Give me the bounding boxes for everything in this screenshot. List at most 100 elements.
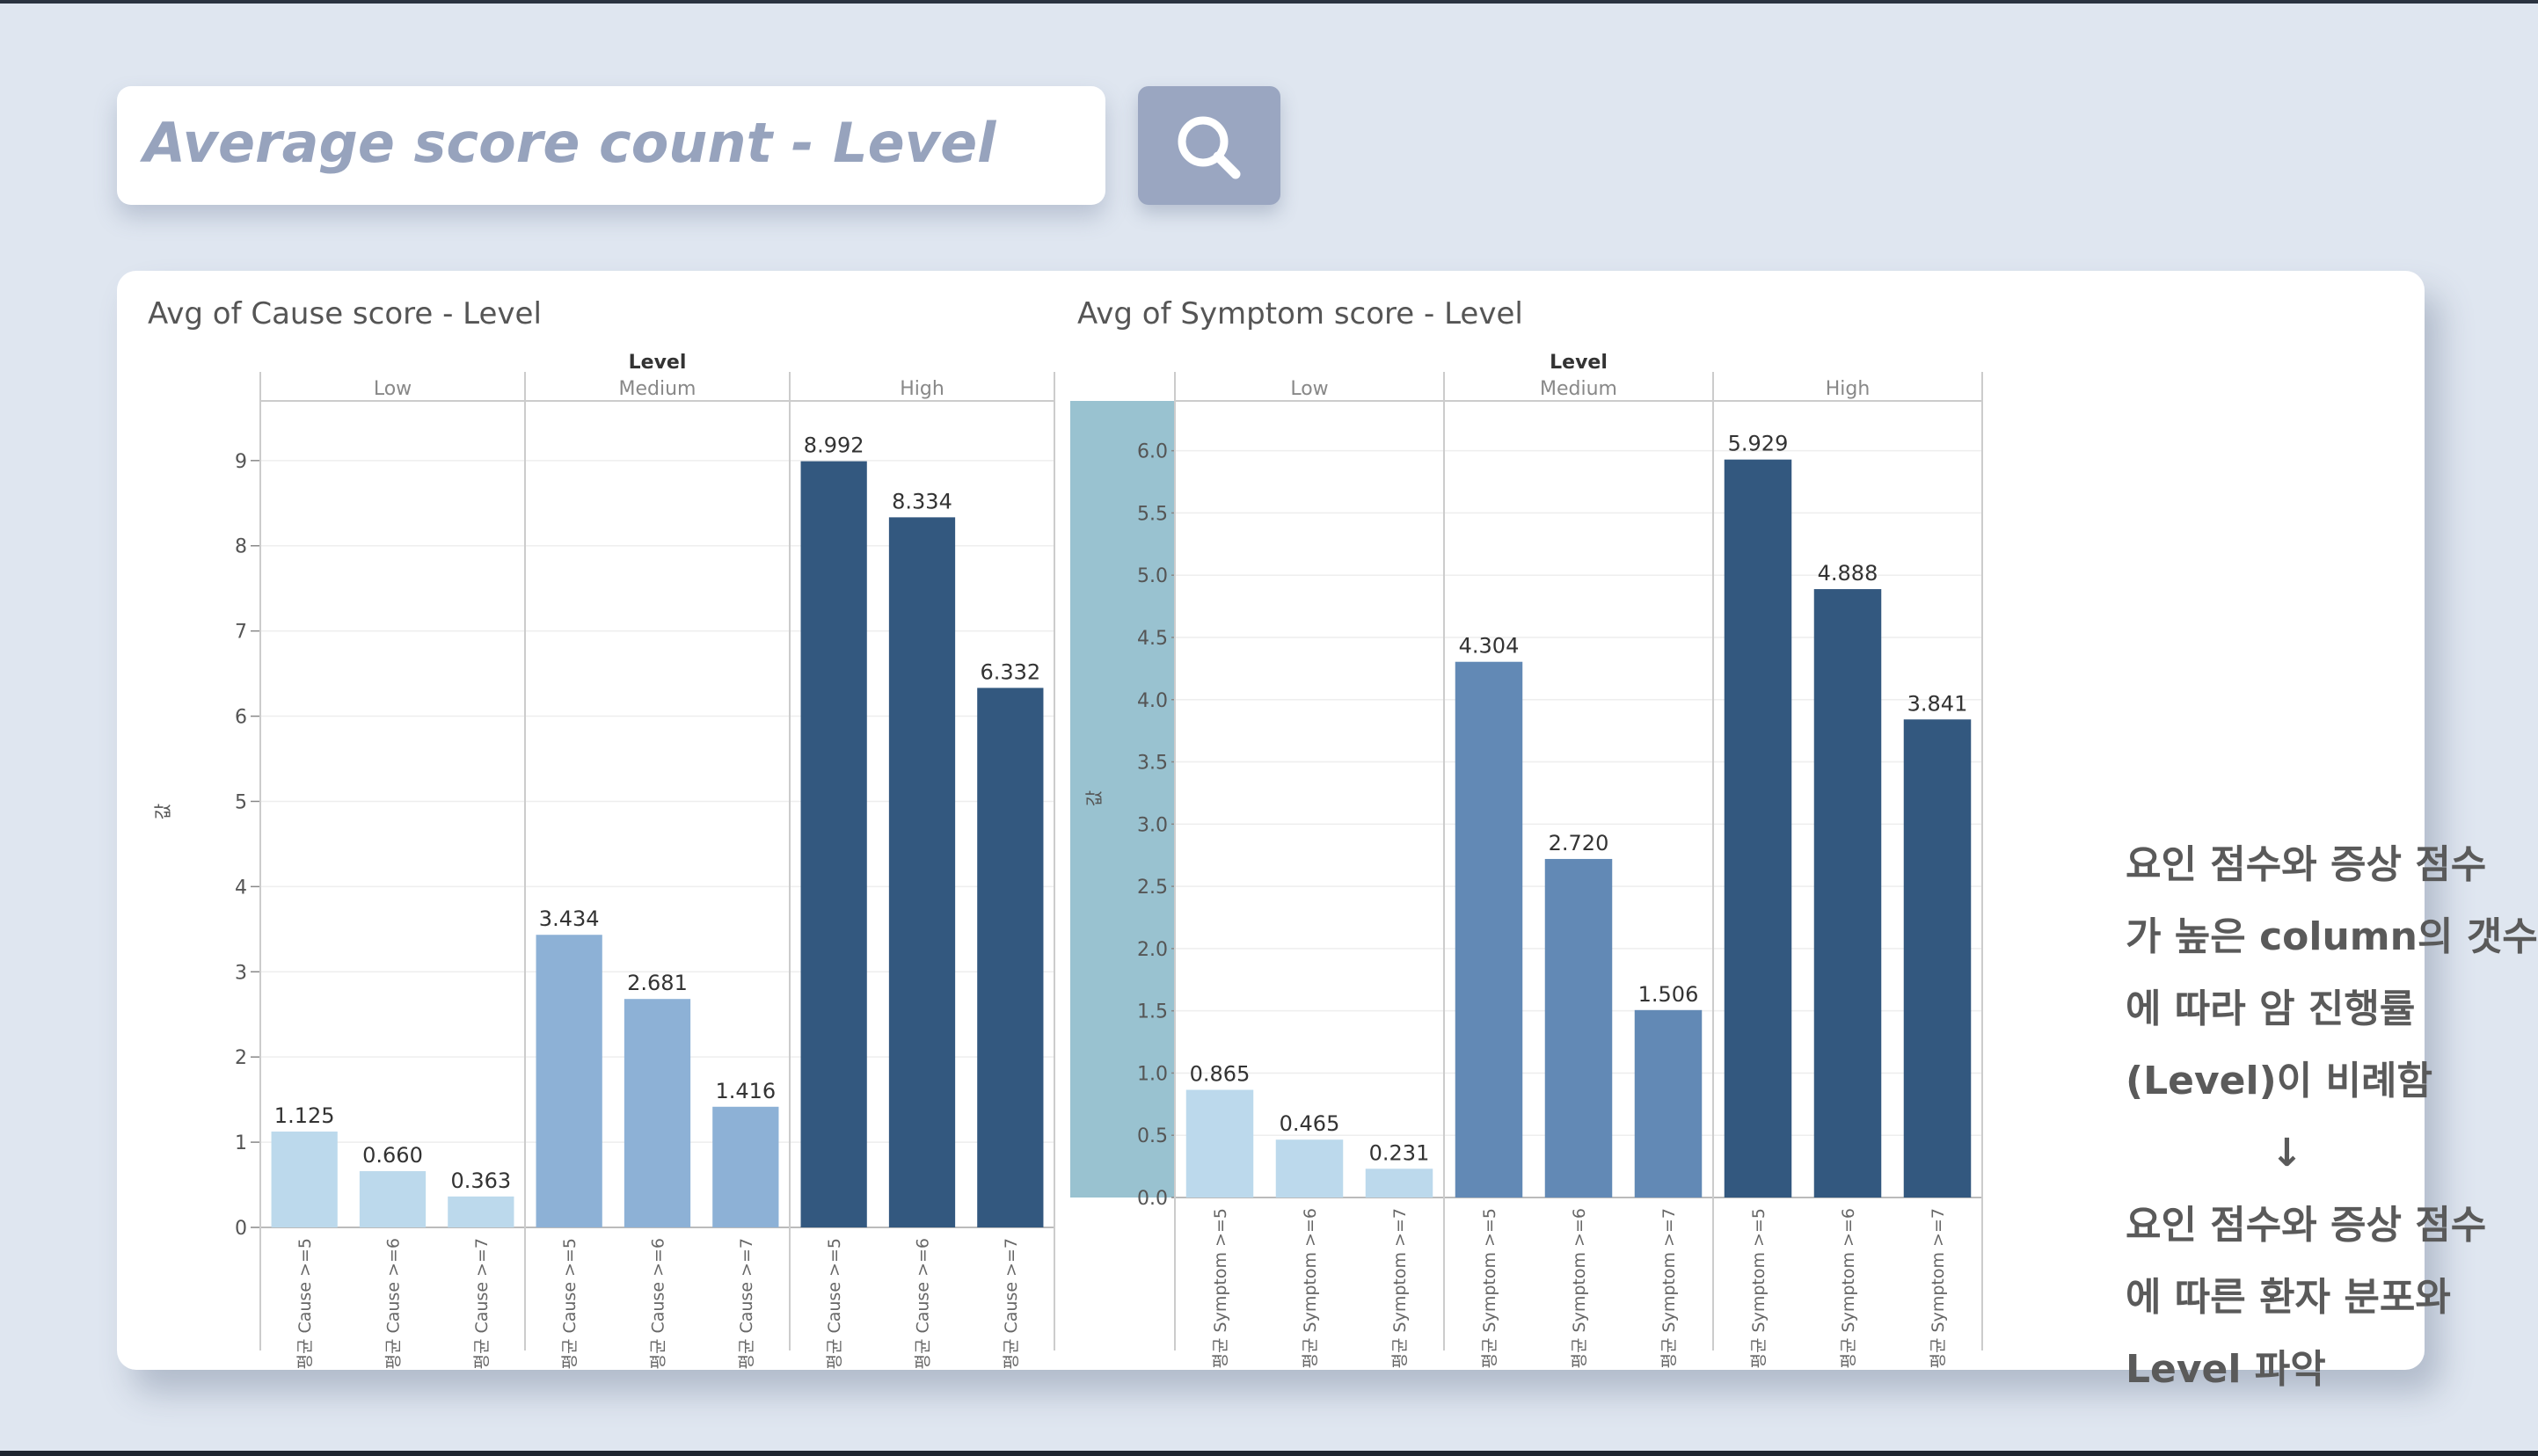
chart1-bar-value-label: 3.434 <box>539 906 600 931</box>
chart2-y-tick-label: 5.5 <box>1137 503 1168 525</box>
chart1-group-label-medium: Medium <box>619 378 696 400</box>
chart2-bar <box>1275 1139 1344 1198</box>
chart2-category-label: 평균 Symptom >=6 <box>1570 1208 1589 1368</box>
chart2-bar <box>1185 1089 1254 1198</box>
chart2-bar-value-label: 1.506 <box>1638 982 1699 1007</box>
chart2-bar-value-label: 4.888 <box>1818 561 1878 586</box>
search-box[interactable]: Average score count - Level <box>117 86 1105 205</box>
note-line-4: (Level)이 비례함 <box>2126 1059 2432 1103</box>
note-line-1: 요인 점수와 증상 점수 <box>2126 842 2487 887</box>
chart2-bar-value-label: 0.231 <box>1369 1140 1430 1165</box>
chart2-bar-value-label: 4.304 <box>1459 634 1520 659</box>
window-top-border <box>0 0 2538 4</box>
chart1-y-tick-label: 1 <box>235 1132 247 1154</box>
chart2-bar-value-label: 0.865 <box>1190 1062 1251 1087</box>
chart1-category-label: 평균 Cause >=6 <box>649 1238 668 1370</box>
chart1-bar <box>448 1196 514 1227</box>
search-icon <box>1178 116 1241 179</box>
chart2-y-tick-label: 5.0 <box>1137 565 1168 587</box>
chart2-bar <box>1634 1009 1703 1198</box>
chart1-group-label-high: High <box>900 378 944 400</box>
chart1-y-tick-label: 8 <box>235 536 247 558</box>
chart2-bar-value-label: 2.720 <box>1549 831 1609 855</box>
chart1-bar <box>712 1106 779 1227</box>
chart1-category-label: 평균 Cause >=5 <box>560 1238 580 1370</box>
chart2-y-tick-label: 1.0 <box>1137 1063 1168 1085</box>
chart1-bar <box>977 688 1044 1227</box>
chart1-category-label: 평균 Cause >=6 <box>914 1238 933 1370</box>
charts-canvas: Avg of Cause score - Level Level 0 1 2 3 4 5 6 7 8… <box>148 296 1983 1370</box>
chart1-bar <box>359 1171 427 1227</box>
chart2-group-label-medium: Medium <box>1540 378 1617 400</box>
chart1-y-tick-label: 2 <box>235 1047 247 1069</box>
chart2-bar <box>1365 1168 1433 1198</box>
chart1-y-tick-label: 9 <box>235 451 247 473</box>
chart-card: Avg of Cause score - Level Level 0 1 2 3 4 5 6 7 8… <box>117 271 2538 1392</box>
chart1-bar <box>800 461 867 1227</box>
chart2-y-tick-label: 3.5 <box>1137 753 1168 775</box>
chart1-bar-value-label: 2.681 <box>627 971 688 995</box>
note-line-5: 요인 점수와 증상 점수 <box>2126 1203 2487 1248</box>
chart1-bar-value-label: 8.334 <box>892 489 952 513</box>
chart2-y-tick-label: 4.5 <box>1137 628 1168 650</box>
chart1-y-tick-label: 7 <box>235 622 247 644</box>
chart2-category-label: 평균 Symptom >=5 <box>1211 1208 1230 1368</box>
chart1-bar-value-label: 6.332 <box>980 659 1040 684</box>
chart2-category-label: 평균 Symptom >=7 <box>1390 1208 1410 1368</box>
chart1-category-label: 평균 Cause >=5 <box>295 1238 315 1370</box>
chart2-y-tick-label: 2.0 <box>1137 939 1168 961</box>
chart1-y-tick-label: 6 <box>235 707 247 729</box>
chart1-y-tick-label: 5 <box>235 791 247 813</box>
search-button[interactable] <box>1138 86 1280 205</box>
chart1-bar <box>536 935 602 1227</box>
chart2-y-tick-label: 0.5 <box>1137 1125 1168 1147</box>
chart2-bar-value-label: 3.841 <box>1907 691 1968 716</box>
chart2-bar-value-label: 5.929 <box>1728 432 1789 456</box>
chart2-category-label: 평균 Symptom >=7 <box>1929 1208 1948 1368</box>
chart2-bar <box>1455 661 1523 1198</box>
chart2-category-label: 평균 Symptom >=6 <box>1301 1208 1320 1368</box>
chart2-bar <box>1544 858 1613 1198</box>
chart2-y-tick-label: 4.0 <box>1137 690 1168 712</box>
chart2-bar <box>1813 589 1882 1198</box>
chart1-bar <box>271 1131 338 1227</box>
chart2-y-axis-label: 값 <box>1083 790 1105 806</box>
chart2-title: Avg of Symptom score - Level <box>1077 296 1523 331</box>
chart2-y-tick-label: 6.0 <box>1137 441 1168 463</box>
search-label: Average score count - Level <box>143 111 996 175</box>
chart2-group-label-high: High <box>1826 378 1871 400</box>
chart1-category-label: 평균 Cause >=6 <box>384 1238 404 1370</box>
chart2-category-label: 평균 Symptom >=7 <box>1659 1208 1679 1368</box>
chart1-y-tick-label: 0 <box>235 1218 247 1240</box>
chart1-bar-value-label: 0.363 <box>450 1168 511 1193</box>
chart2-category-label: 평균 Symptom >=6 <box>1839 1208 1858 1368</box>
chart1-y-axis-label: 값 <box>152 804 173 819</box>
down-arrow-icon: ↓ <box>2271 1131 2303 1176</box>
chart1-y-tick-label: 3 <box>235 962 247 984</box>
chart2-y-tick-label: 3.0 <box>1137 814 1168 836</box>
chart2-y-tick-label: 2.5 <box>1137 877 1168 899</box>
chart2-y-tick-label: 0.0 <box>1137 1188 1168 1210</box>
chart1-bar-value-label: 8.992 <box>804 433 864 458</box>
chart1-group-label-low: Low <box>374 378 412 400</box>
chart1-header-label: Level <box>629 352 687 374</box>
chart1-bar <box>888 517 956 1227</box>
chart1-category-label: 평균 Cause >=7 <box>472 1238 492 1370</box>
chart1-category-label: 평균 Cause >=5 <box>825 1238 844 1370</box>
chart2-group-label-low: Low <box>1290 378 1328 400</box>
chart2-category-label: 평균 Symptom >=5 <box>1749 1208 1769 1368</box>
chart2-header-label: Level <box>1550 352 1608 374</box>
chart2-bar <box>1903 719 1972 1198</box>
chart1-y-tick-label: 4 <box>235 877 247 899</box>
chart1-category-label: 평균 Cause >=7 <box>737 1238 756 1370</box>
note-line-2: 가 높은 column의 갯수 <box>2126 914 2538 959</box>
chart1-bar-value-label: 1.125 <box>274 1103 335 1128</box>
chart1-bar <box>624 999 691 1227</box>
chart2-bar-value-label: 0.465 <box>1280 1111 1340 1136</box>
chart2-y-tick-label: 1.5 <box>1137 1001 1168 1023</box>
note-line-3: 에 따라 암 진행률 <box>2126 986 2416 1031</box>
chart2-bar <box>1724 459 1792 1198</box>
chart2-axis-highlight <box>1070 401 1175 1198</box>
annotation-note: 요인 점수와 증상 점수 가 높은 column의 갯수 에 따라 암 진행률 … <box>2126 829 2538 1406</box>
chart2-category-label: 평균 Symptom >=5 <box>1480 1208 1499 1368</box>
